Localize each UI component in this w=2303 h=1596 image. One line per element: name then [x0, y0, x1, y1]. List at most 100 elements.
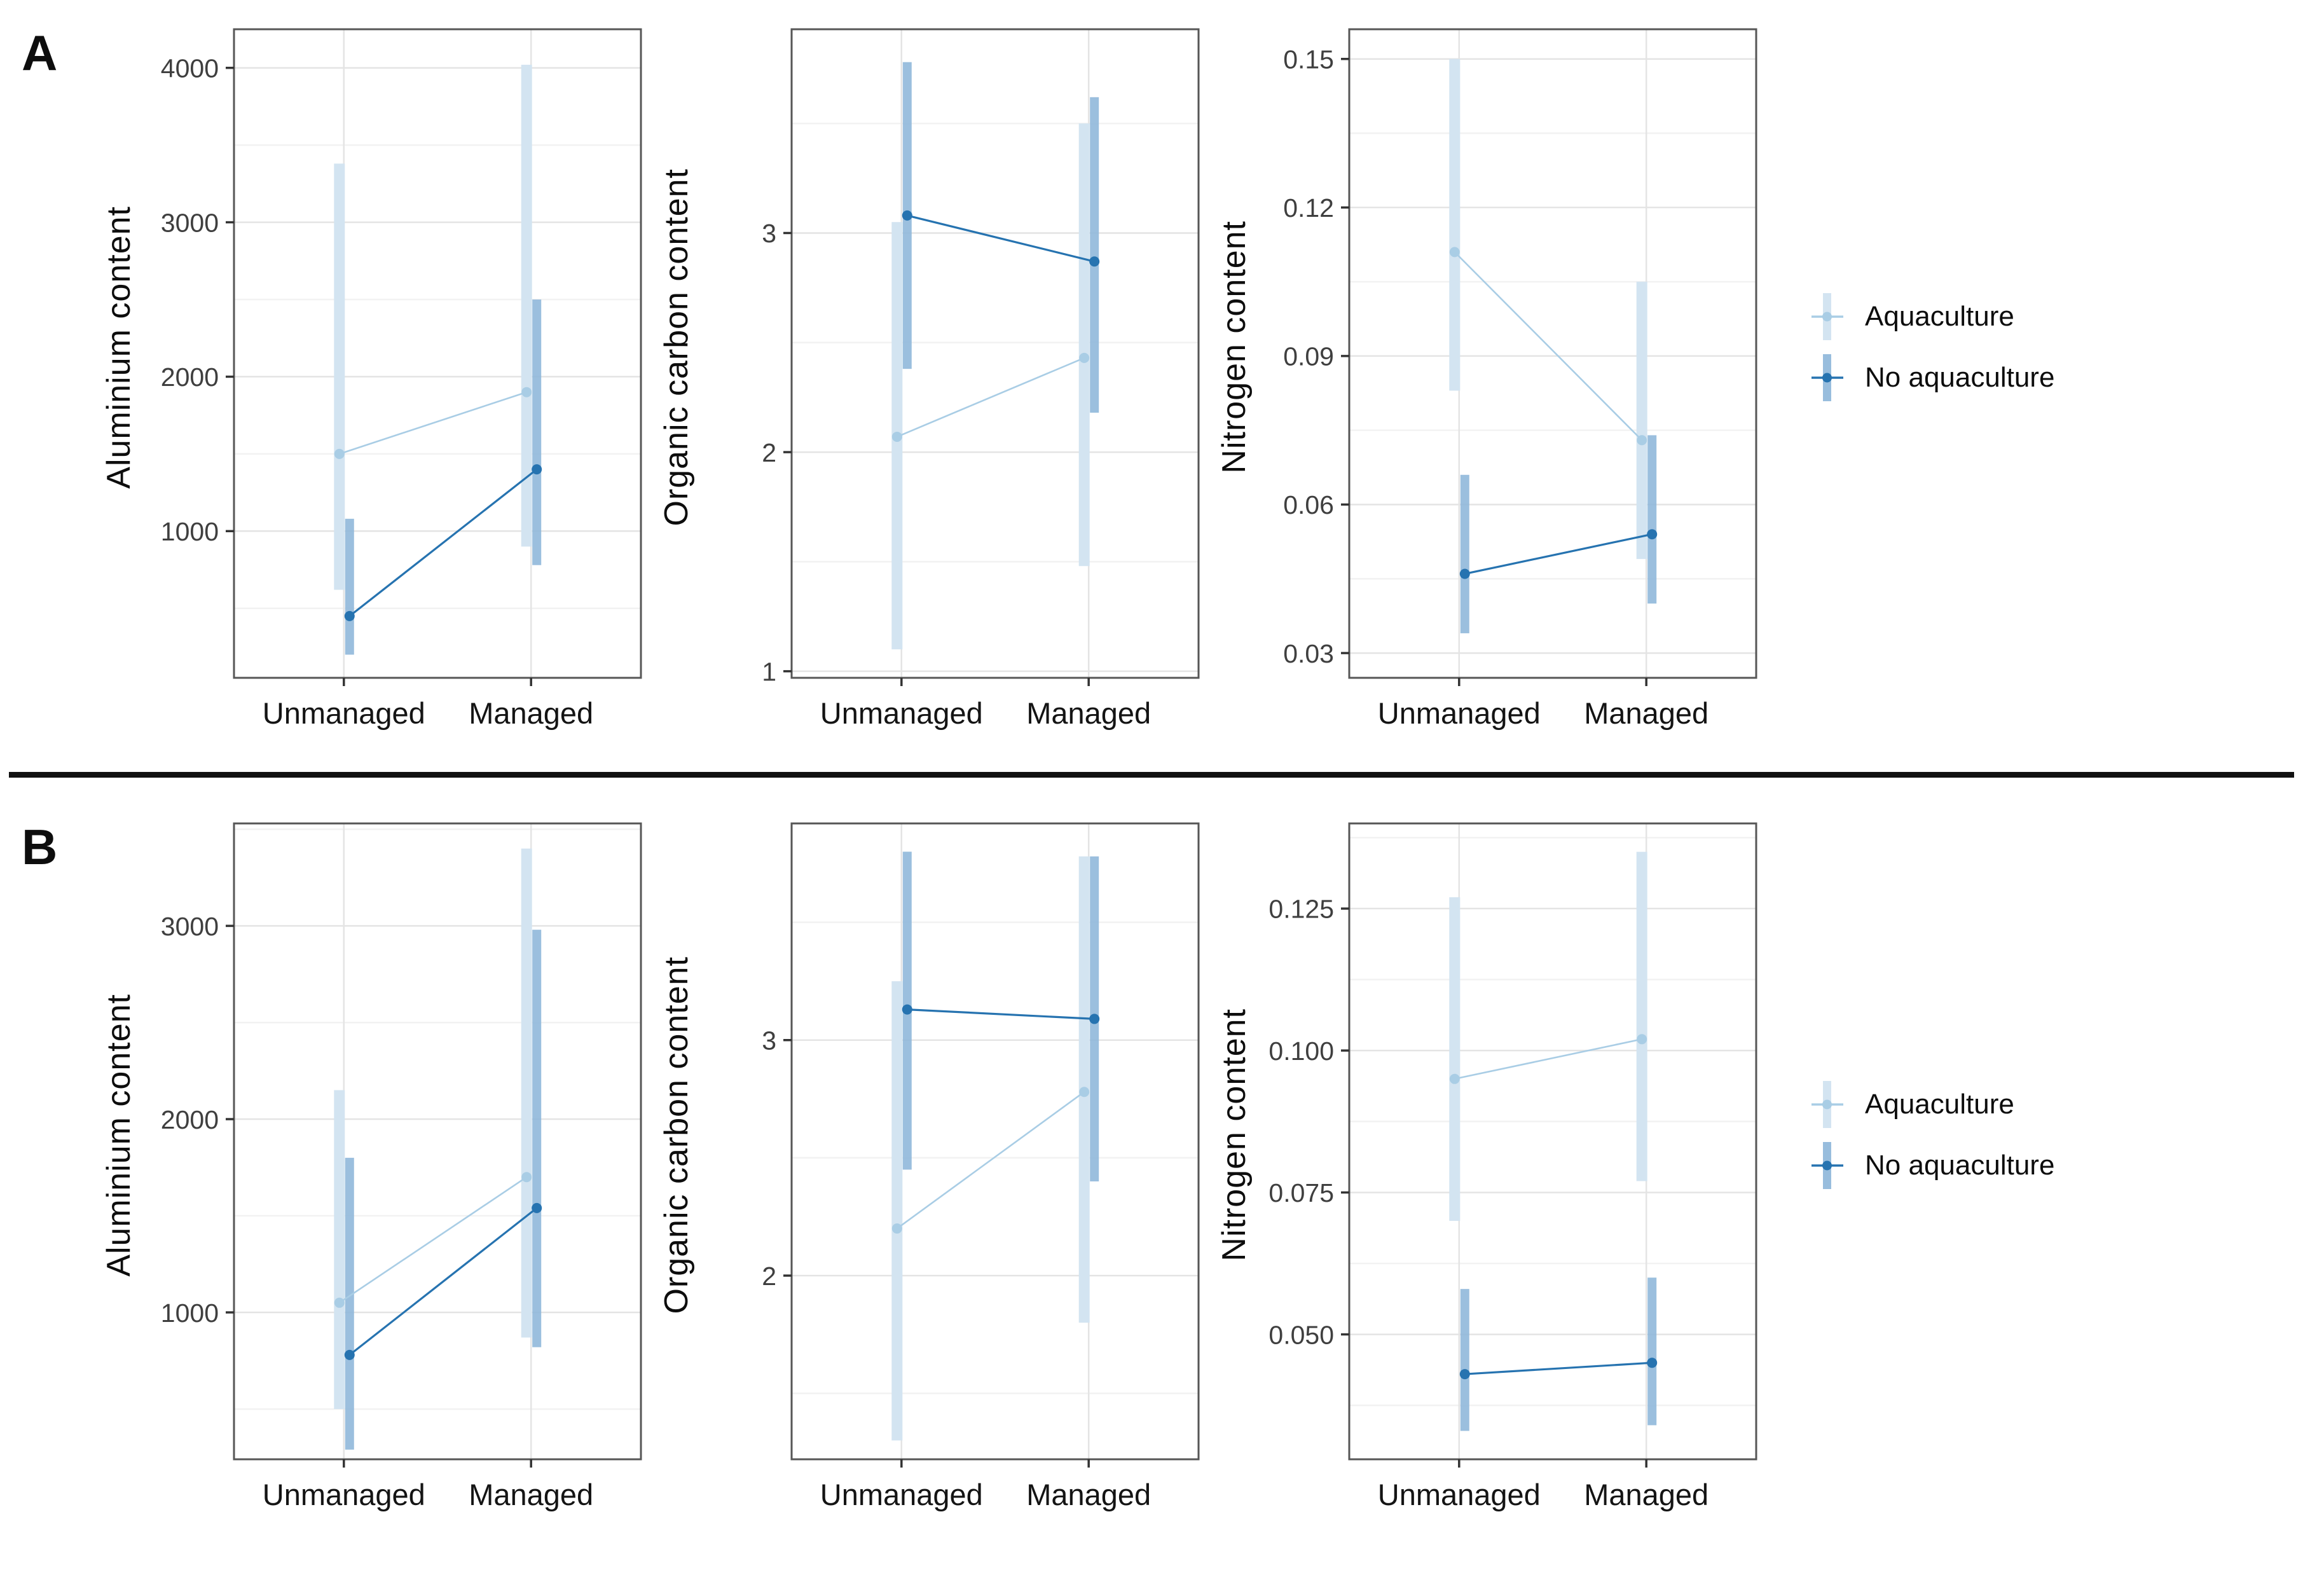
mean-point-aquaculture	[334, 1297, 345, 1308]
legend-key-icon-no_aquaculture	[1811, 1142, 1843, 1189]
y-tick-label: 0.06	[1283, 490, 1334, 519]
x-tick-label: Unmanaged	[1378, 1478, 1541, 1511]
interval-bar-no_aquaculture	[1460, 474, 1469, 633]
plot-organic-carbon-content: 2 3 Unmanaged Managed	[762, 822, 1200, 1511]
trend-line-no_aquaculture	[1464, 1361, 1653, 1375]
y-axis-title-text: Organic carbon content	[658, 956, 695, 1314]
y-tick-label: 3000	[161, 208, 219, 237]
y-tick-label: 2000	[161, 1105, 219, 1134]
mean-point-aquaculture	[521, 1172, 532, 1183]
y-axis-title: Aluminium content	[93, 811, 145, 1459]
trend-line-no_aquaculture	[907, 1008, 1095, 1021]
mean-point-aquaculture	[1449, 1073, 1460, 1084]
interval-bar-aquaculture	[1078, 123, 1090, 567]
y-tick-label: 0.075	[1268, 1178, 1334, 1207]
plot-nitrogen-content: 0.03 0.06 0.09 0.12 0.15 Unmanaged Managed	[1283, 28, 1757, 730]
y-tick-label: 2	[762, 438, 776, 467]
y-tick-label: 0.03	[1283, 639, 1334, 668]
trend-line-aquaculture	[1454, 1038, 1642, 1080]
x-tick-label: Unmanaged	[820, 696, 983, 730]
legend-label: No aquaculture	[1865, 1150, 2055, 1181]
mean-point-no_aquaculture	[902, 210, 912, 221]
mean-point-aquaculture	[334, 448, 345, 459]
y-tick-label: 4000	[161, 53, 219, 83]
legend: Aquaculture No aquaculture	[1810, 289, 2054, 406]
interval-bar-aquaculture	[521, 64, 532, 547]
interval-bar-no_aquaculture	[532, 299, 542, 565]
y-tick-label: 0.050	[1268, 1320, 1334, 1349]
y-axis-title: Nitrogen content	[1208, 17, 1260, 678]
plot-group: Aluminium content 1000 2000 3000 Unmanaged Ma…	[93, 811, 650, 1534]
y-tick-label: 3	[762, 219, 776, 248]
x-tick-label: Unmanaged	[263, 696, 425, 730]
legend-key-icon-aquaculture	[1811, 293, 1843, 340]
plot-group: Aluminium content 1000 2000 3000 4000 Unmanag…	[93, 17, 650, 753]
panel-label-b: B	[22, 819, 58, 875]
interval-bar-no_aquaculture	[1647, 1277, 1657, 1426]
panel-label-a: A	[22, 25, 58, 81]
trend-line-aquaculture	[897, 1091, 1085, 1230]
x-tick-label: Unmanaged	[263, 1478, 425, 1511]
y-tick-label: 0.12	[1283, 193, 1334, 223]
figure: A Aluminium content 1000 2000 3000 4000 Unmana…	[0, 17, 2303, 1534]
mean-point-no_aquaculture	[1089, 1014, 1100, 1024]
interval-bar-no_aquaculture	[345, 1157, 354, 1450]
interval-bar-aquaculture	[1636, 851, 1647, 1181]
y-tick-label: 2000	[161, 362, 219, 392]
x-tick-label: Managed	[469, 1478, 593, 1511]
mean-point-no_aquaculture	[1647, 1358, 1658, 1368]
interval-bar-no_aquaculture	[1647, 435, 1657, 604]
mean-point-no_aquaculture	[344, 1349, 355, 1360]
plot-aluminium-content: 1000 2000 3000 Unmanaged Managed	[161, 822, 642, 1511]
y-axis-title: Aluminium content	[93, 17, 145, 678]
plot-group: Nitrogen content 0.03 0.06 0.09 0.12 0.15 Unma…	[1208, 17, 1766, 753]
trend-line-aquaculture	[339, 391, 527, 455]
y-axis-title: Nitrogen content	[1208, 811, 1260, 1459]
interval-bar-aquaculture	[521, 848, 532, 1338]
y-axis-title-text: Aluminium content	[100, 205, 137, 489]
trend-line-no_aquaculture	[348, 468, 538, 617]
y-tick-label: 3	[762, 1026, 776, 1056]
x-tick-label: Unmanaged	[820, 1478, 983, 1511]
plot-group: Organic carbon content 2 3 Unmanaged Managed	[650, 811, 1208, 1534]
trend-line-no_aquaculture	[348, 1207, 538, 1356]
legend-item-no_aquaculture: No aquaculture	[1810, 1138, 2054, 1194]
y-axis-title-text: Nitrogen content	[1216, 221, 1253, 474]
mean-point-no_aquaculture	[1647, 529, 1658, 540]
interval-bar-no_aquaculture	[1090, 97, 1099, 413]
mean-point-aquaculture	[891, 1223, 902, 1234]
mean-point-no_aquaculture	[532, 464, 542, 475]
legend-item-no_aquaculture: No aquaculture	[1810, 350, 2054, 406]
mean-point-no_aquaculture	[1089, 256, 1100, 267]
interval-bar-aquaculture	[1449, 58, 1461, 391]
y-tick-label: 1000	[161, 1298, 219, 1328]
legend-item-aquaculture: Aquaculture	[1810, 289, 2054, 345]
interval-bar-no_aquaculture	[345, 518, 354, 655]
trend-line-aquaculture	[897, 357, 1085, 438]
plot-organic-carbon-content: 1 2 3 Unmanaged Managed	[762, 28, 1200, 730]
interval-bar-no_aquaculture	[1460, 1289, 1469, 1431]
interval-bar-aquaculture	[1636, 282, 1647, 560]
legend-item-aquaculture: Aquaculture	[1810, 1077, 2054, 1132]
y-tick-label: 1000	[161, 517, 219, 546]
trend-line-no_aquaculture	[907, 214, 1095, 263]
y-tick-label: 2	[762, 1262, 776, 1291]
panel-b: B Aluminium content 1000 2000 3000 Unmanaged M…	[0, 778, 2303, 1534]
x-tick-label: Managed	[1584, 696, 1708, 730]
mean-point-no_aquaculture	[1459, 568, 1470, 579]
mean-point-no_aquaculture	[1459, 1369, 1470, 1380]
y-tick-label: 0.15	[1283, 45, 1334, 74]
legend: Aquaculture No aquaculture	[1810, 1077, 2054, 1194]
y-tick-label: 3000	[161, 912, 219, 941]
legend-label: Aquaculture	[1865, 301, 2014, 332]
plot-nitrogen-content: 0.050 0.075 0.100 0.125 Unmanaged Managed	[1268, 822, 1757, 1511]
legend-label: No aquaculture	[1865, 362, 2055, 393]
y-tick-label: 1	[762, 657, 776, 686]
interval-bar-no_aquaculture	[532, 930, 542, 1347]
mean-point-no_aquaculture	[344, 610, 355, 621]
y-tick-label: 0.100	[1268, 1036, 1334, 1066]
mean-point-aquaculture	[1637, 1034, 1647, 1045]
interval-bar-aquaculture	[334, 163, 345, 590]
mean-point-aquaculture	[891, 431, 902, 442]
x-tick-label: Managed	[1584, 1478, 1708, 1511]
